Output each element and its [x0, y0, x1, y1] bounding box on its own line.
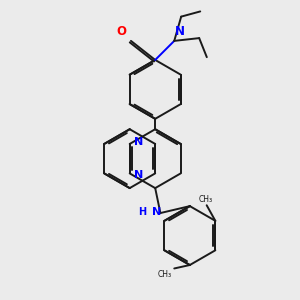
Text: CH₃: CH₃ [158, 270, 172, 279]
Text: N: N [152, 207, 161, 218]
Text: H: H [138, 207, 146, 218]
Text: N: N [175, 25, 185, 38]
Text: O: O [117, 26, 127, 38]
Text: N: N [134, 170, 143, 180]
Text: N: N [134, 137, 143, 147]
Text: CH₃: CH₃ [199, 194, 213, 203]
